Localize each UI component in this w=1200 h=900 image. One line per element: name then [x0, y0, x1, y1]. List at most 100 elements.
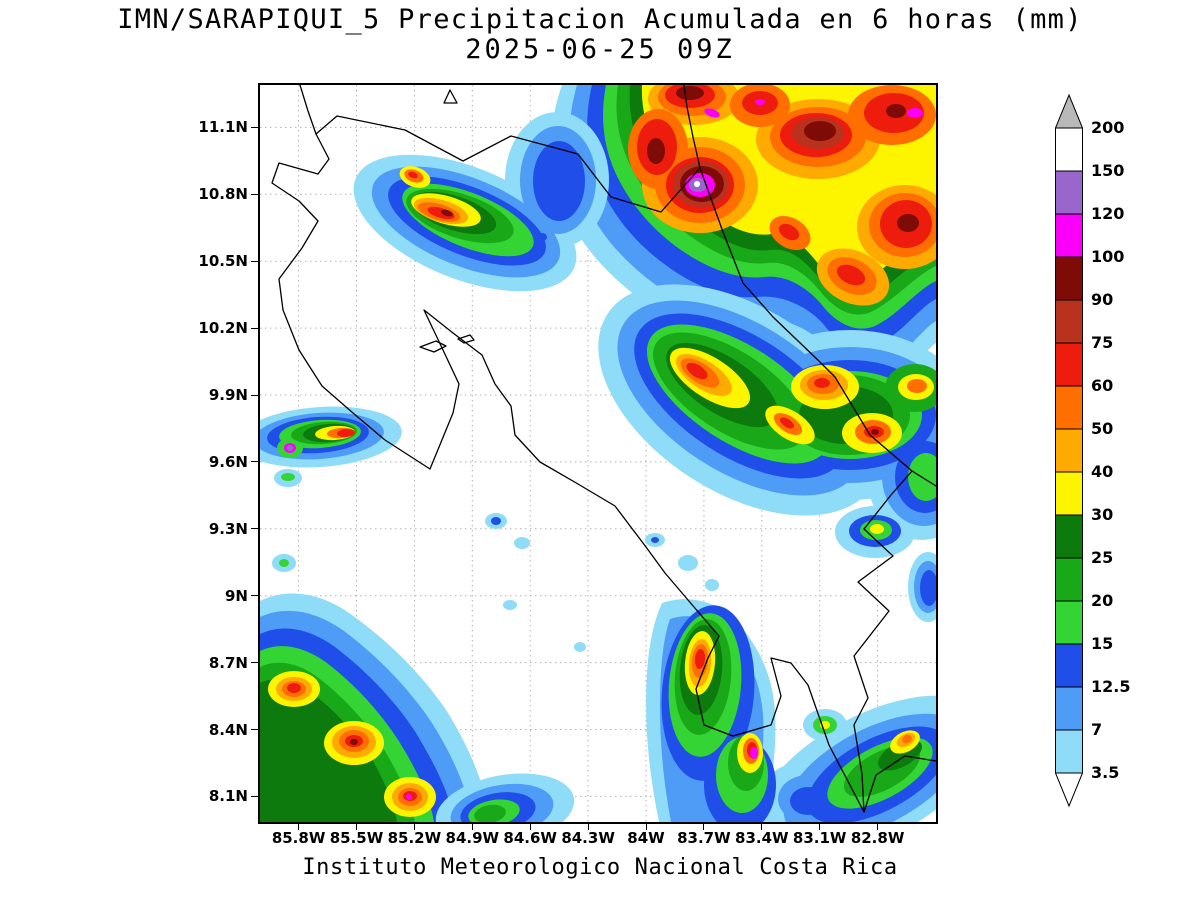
- lon-label: 84W: [627, 829, 665, 847]
- plot-title: IMN/SARAPIQUI_5 Precipitacion Acumulada …: [117, 4, 1083, 35]
- lat-label: 8.4N: [208, 720, 248, 739]
- axis-tick-bottom: [587, 824, 589, 830]
- precip-cell: [902, 734, 912, 744]
- footer-institution: Instituto Meteorologico Nacional Costa R…: [302, 855, 898, 880]
- map-plot-area: [258, 83, 938, 824]
- precip-cell: [705, 579, 719, 591]
- axis-tick-left: [251, 193, 258, 195]
- panama-caribbean-coast: [911, 470, 936, 487]
- island-chira: [419, 340, 447, 353]
- nicaragua-pacific-coast: [299, 85, 317, 135]
- colorbar-arrow-bottom: [1055, 772, 1083, 808]
- axis-tick-bottom: [645, 824, 647, 830]
- precip-cell: [779, 417, 795, 429]
- colorbar-tick-label: 25: [1091, 548, 1114, 567]
- precip-cell: [406, 794, 412, 800]
- axis-tick-left: [251, 327, 258, 329]
- precip-cell: [750, 747, 758, 759]
- precip-cell: [694, 181, 700, 187]
- lat-label: 8.7N: [208, 653, 248, 672]
- colorbar-cell: [1055, 686, 1083, 731]
- axis-tick-bottom: [529, 824, 531, 830]
- precip-cell: [279, 559, 289, 567]
- lat-label: 9N: [225, 586, 248, 605]
- colorbar-cell: [1055, 643, 1083, 688]
- lat-label: 9.9N: [208, 386, 248, 404]
- precip-cell: [678, 555, 698, 571]
- precip-cell: [778, 223, 800, 241]
- lon-label: 83.7W: [677, 829, 731, 847]
- colorbar-tick-label: 12.5: [1091, 677, 1131, 696]
- colorbar-tick-label: 75: [1091, 333, 1114, 352]
- colorbar-tick-label: 100: [1091, 247, 1125, 266]
- lon-label: 84.6W: [503, 829, 557, 847]
- precip-cell: [907, 379, 927, 393]
- panama-pacific-coast: [863, 755, 936, 813]
- colorbar-cell: [1055, 256, 1083, 301]
- colorbar-tick-label: 200: [1091, 118, 1125, 137]
- precip-cell: [907, 108, 923, 118]
- precip-cell: [836, 264, 866, 286]
- precip-cell: [287, 445, 293, 451]
- axis-tick-bottom: [356, 824, 357, 830]
- axis-tick-left: [251, 528, 258, 530]
- precip-cell: [686, 362, 708, 380]
- axis-tick-bottom: [761, 824, 763, 830]
- colorbar-cell: [1055, 127, 1083, 172]
- colorbar-cell: [1055, 428, 1083, 473]
- colorbar-tick-label: 90: [1091, 290, 1114, 309]
- island-lake-nicaragua: [443, 89, 458, 104]
- lat-label: 11.1N: [198, 118, 248, 137]
- precip-cell: [514, 537, 530, 549]
- precip-cell: [804, 121, 836, 141]
- precip-cell: [676, 86, 704, 100]
- axis-tick-left: [251, 260, 258, 262]
- precipitation-map: [260, 85, 936, 822]
- precip-cell: [647, 138, 665, 164]
- lon-label: 84.9W: [445, 829, 500, 847]
- colorbar: [1055, 94, 1083, 808]
- precip-cell: [533, 141, 585, 221]
- precip-cell: [814, 378, 830, 388]
- costa-rica-outline: [271, 115, 913, 813]
- lat-label: 8.1N: [208, 787, 248, 806]
- precip-cell: [897, 214, 919, 232]
- precip-cell: [574, 642, 586, 652]
- precip-cell: [651, 537, 659, 543]
- precip-contour-cells: [260, 85, 936, 822]
- colorbar-tick-label: 30: [1091, 505, 1114, 524]
- precip-cell: [474, 804, 506, 822]
- precip-cell: [408, 171, 418, 179]
- colorbar-tick-label: 60: [1091, 376, 1114, 395]
- lon-label: 85.8W: [271, 829, 326, 847]
- colorbar-tick-label: 40: [1091, 462, 1114, 481]
- precip-cell: [503, 600, 517, 610]
- colorbar-tick-label: 7: [1091, 720, 1103, 739]
- lon-label: 83.4W: [735, 829, 789, 847]
- colorbar-tick-label: 120: [1091, 204, 1125, 223]
- precip-cell: [281, 473, 295, 481]
- axis-tick-left: [251, 662, 258, 664]
- lon-label: 85.2W: [387, 829, 442, 847]
- precip-cell: [491, 517, 501, 525]
- colorbar-cell: [1055, 342, 1083, 387]
- colorbar-cell: [1055, 170, 1083, 215]
- colorbar-tick-label: 20: [1091, 591, 1114, 610]
- axis-tick-bottom: [877, 824, 879, 830]
- precip-cell: [694, 649, 706, 669]
- axis-tick-bottom: [413, 824, 415, 830]
- precip-cell: [871, 429, 879, 435]
- colorbar-cell: [1055, 385, 1083, 430]
- axis-tick-left: [251, 595, 258, 597]
- lat-label: 10.5N: [198, 252, 248, 271]
- colorbar-cell: [1055, 514, 1083, 559]
- colorbar-arrow-top: [1055, 94, 1083, 129]
- lon-label: 82.8W: [850, 829, 905, 847]
- colorbar-tick-label: 15: [1091, 634, 1114, 653]
- island-small: [457, 334, 475, 344]
- lon-label: 85.5W: [329, 829, 384, 847]
- precip-cell: [870, 524, 884, 534]
- precip-cell: [790, 787, 826, 815]
- precip-cell: [441, 209, 453, 217]
